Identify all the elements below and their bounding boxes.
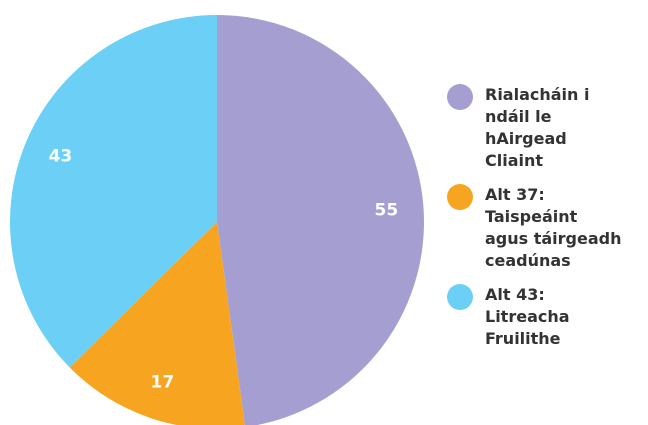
legend: Rialacháin i ndáil le hAirgead Cliaint Al…: [447, 84, 642, 362]
legend-item: Alt 37: Taispeáint agus táirgeadh ceadún…: [447, 184, 642, 272]
legend-label: Rialacháin i ndáil le hAirgead Cliaint: [485, 85, 590, 170]
data-label: 55: [375, 200, 399, 220]
legend-item: Alt 43: Litreacha Fruilithe: [447, 284, 642, 350]
pie-slice: [217, 15, 424, 425]
legend-label: Alt 37: Taispeáint agus táirgeadh ceadún…: [485, 185, 622, 270]
pie-slice: [9, 15, 218, 368]
data-label: 17: [151, 373, 175, 393]
legend-swatch: [447, 84, 473, 110]
legend-swatch: [447, 284, 473, 310]
legend-label: Alt 43: Litreacha Fruilithe: [485, 285, 570, 348]
data-label: 43: [49, 147, 73, 167]
pie-slice: [69, 222, 245, 425]
legend-swatch: [447, 184, 473, 210]
legend-item: Rialacháin i ndáil le hAirgead Cliaint: [447, 84, 642, 172]
